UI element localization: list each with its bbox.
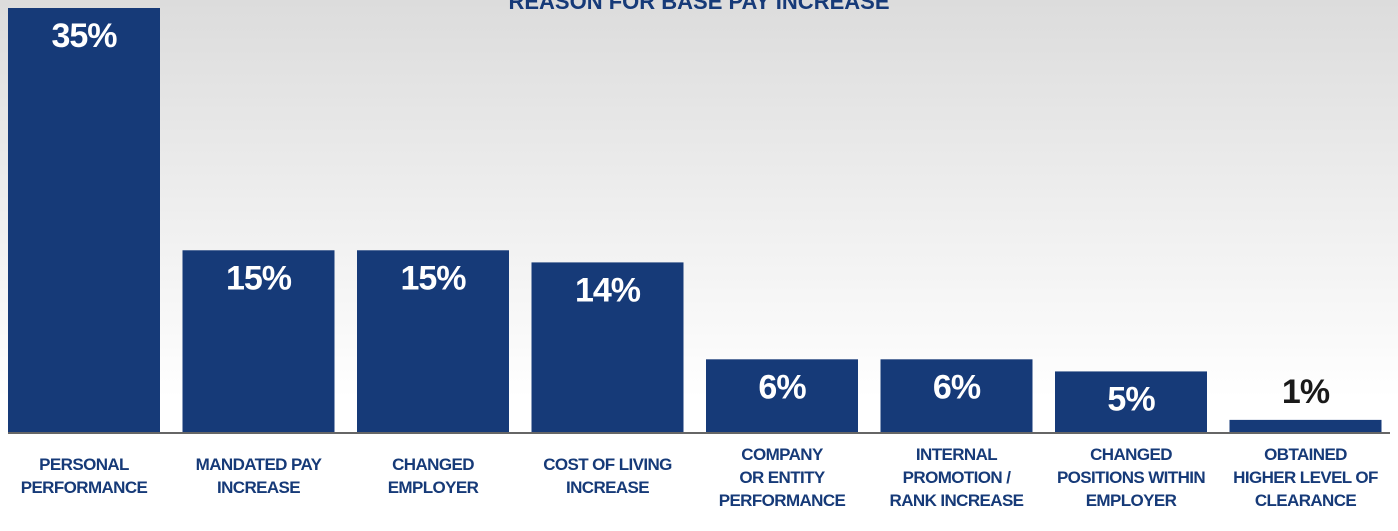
x-tick-label: PERSONAL PERFORMANCE bbox=[21, 455, 148, 497]
bar bbox=[1055, 371, 1207, 432]
value-label: 1% bbox=[1282, 373, 1330, 411]
x-tick-label: CHANGED EMPLOYER bbox=[388, 455, 479, 497]
value-label: 6% bbox=[933, 368, 981, 406]
bar bbox=[357, 250, 509, 432]
bar bbox=[182, 250, 335, 432]
value-label: 15% bbox=[226, 259, 292, 297]
x-tick-label: COST OF LIVING INCREASE bbox=[543, 455, 672, 497]
x-tick-label: OBTAINED HIGHER LEVEL OF CLEARANCE bbox=[1233, 445, 1378, 510]
bar bbox=[8, 8, 160, 432]
bar bbox=[880, 359, 1033, 432]
x-tick-label: MANDATED PAY INCREASE bbox=[196, 455, 323, 497]
chart-title: REASON FOR BASE PAY INCREASE bbox=[508, 0, 889, 14]
x-tick-label: INTERNAL PROMOTION / RANK INCREASE bbox=[890, 445, 1024, 510]
value-label: 35% bbox=[51, 17, 117, 55]
value-label: 14% bbox=[575, 271, 641, 309]
bar bbox=[1229, 419, 1382, 432]
bar bbox=[531, 262, 684, 432]
value-label: 6% bbox=[758, 368, 806, 406]
value-label: 15% bbox=[400, 259, 466, 297]
bar bbox=[706, 359, 858, 432]
x-tick-label: CHANGED POSITIONS WITHIN EMPLOYER bbox=[1057, 445, 1205, 510]
x-tick-label: COMPANY OR ENTITY PERFORMANCE bbox=[719, 445, 846, 510]
value-label: 5% bbox=[1107, 380, 1155, 418]
